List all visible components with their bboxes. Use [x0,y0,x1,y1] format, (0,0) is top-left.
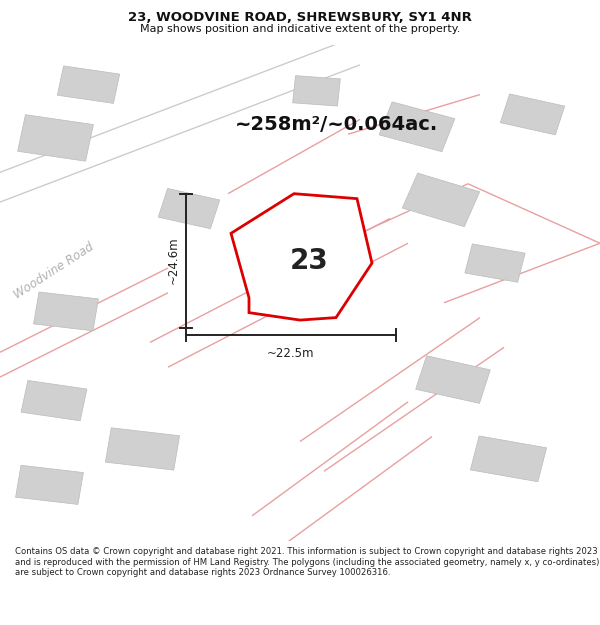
Polygon shape [34,292,98,331]
Text: 23, WOODVINE ROAD, SHREWSBURY, SY1 4NR: 23, WOODVINE ROAD, SHREWSBURY, SY1 4NR [128,11,472,24]
Text: Woodvine Road: Woodvine Road [11,240,97,301]
Polygon shape [158,188,220,229]
Polygon shape [465,244,525,282]
Text: ~258m²/~0.064ac.: ~258m²/~0.064ac. [235,115,437,134]
Polygon shape [500,94,565,135]
Text: 23: 23 [290,247,328,274]
Polygon shape [16,465,83,504]
Text: Map shows position and indicative extent of the property.: Map shows position and indicative extent… [140,24,460,34]
Text: ~22.5m: ~22.5m [267,348,315,360]
Polygon shape [470,436,547,482]
Polygon shape [416,356,490,403]
Polygon shape [271,229,326,268]
Polygon shape [106,428,179,470]
Polygon shape [293,76,340,106]
Polygon shape [379,102,455,152]
Polygon shape [231,194,372,320]
Text: Contains OS data © Crown copyright and database right 2021. This information is : Contains OS data © Crown copyright and d… [15,548,599,577]
Polygon shape [402,173,480,227]
Polygon shape [17,114,94,161]
Text: ~24.6m: ~24.6m [166,237,179,284]
Polygon shape [58,66,119,103]
Polygon shape [21,381,87,421]
